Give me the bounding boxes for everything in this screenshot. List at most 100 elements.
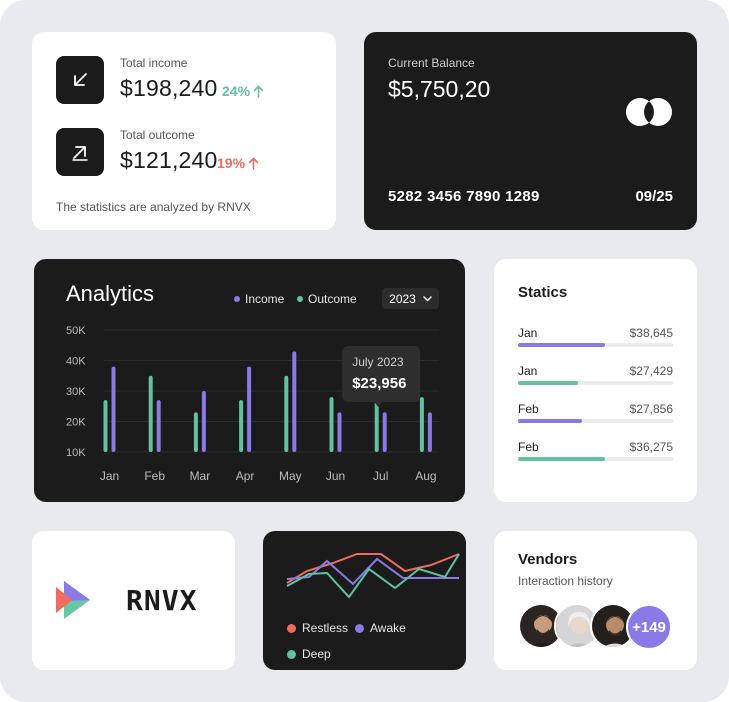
income-bar	[156, 400, 161, 452]
statics-progress-track	[518, 419, 673, 423]
tooltip-title: July 2023	[352, 355, 404, 369]
outcome-bar	[239, 400, 244, 452]
restless-dot-icon	[287, 623, 296, 633]
legend-income: Income	[234, 292, 284, 306]
legend-restless-label: Restless	[302, 621, 349, 635]
statics-month: Jan	[518, 364, 538, 378]
income-summary-card: Total income $198,240 24% Total outcome …	[32, 32, 336, 230]
income-bar	[111, 366, 116, 452]
analytics-title: Analytics	[66, 281, 155, 306]
statics-progress-fill	[518, 381, 579, 385]
total-outcome-amount: $121,240	[120, 147, 218, 173]
outcome-bar	[374, 400, 379, 452]
tooltip-pointer	[374, 402, 383, 407]
statics-card: Statics Jan $38,645 Jan $27,429 Feb $27,…	[494, 259, 697, 502]
legend-outcome-label: Outcome	[308, 292, 357, 306]
arrow-up-right-icon	[56, 128, 104, 176]
statics-progress-fill	[518, 419, 582, 423]
sleep-line-chart	[286, 553, 460, 599]
income-dot-icon	[234, 296, 240, 302]
arrow-up-icon	[248, 157, 259, 170]
statics-month: Jan	[518, 326, 538, 340]
income-bar	[382, 412, 387, 452]
statics-value: $27,429	[629, 364, 673, 378]
vendors-title: Vendors	[518, 551, 578, 568]
tooltip-box	[342, 346, 421, 402]
statics-progress-track	[518, 457, 673, 461]
arrow-up-icon	[253, 85, 264, 98]
restless-line	[286, 553, 460, 584]
y-tick-label: 10K	[66, 447, 86, 459]
sleep-lines-card: Restless Awake Deep	[263, 531, 466, 670]
x-tick-label: Jan	[100, 469, 119, 483]
y-tick-label: 20K	[66, 417, 86, 429]
statics-month: Feb	[518, 440, 539, 454]
year-dropdown-value: 2023	[389, 291, 416, 306]
legend-outcome: Outcome	[297, 292, 357, 306]
x-tick-label: Apr	[236, 469, 255, 483]
statics-progress-track	[518, 343, 673, 347]
income-bar	[337, 412, 342, 452]
arrow-down-left-icon	[56, 56, 104, 104]
balance-card[interactable]: Current Balance $5,750,20 5282 3456 7890…	[364, 32, 697, 230]
statics-progress-fill	[518, 457, 605, 461]
card-brand-circles-icon	[626, 98, 672, 126]
more-vendors-badge[interactable]: +149	[626, 604, 672, 650]
income-bar	[247, 366, 252, 452]
legend-awake: Awake	[355, 621, 406, 635]
income-bar	[427, 412, 432, 452]
total-income-amount: $198,240	[120, 75, 218, 101]
card-expiry: 09/25	[635, 188, 673, 205]
statistics-note: The statistics are analyzed by RNVX	[56, 200, 251, 214]
y-tick-label: 30K	[66, 386, 86, 398]
statics-value: $38,645	[629, 326, 673, 340]
outcome-change-value: 19%	[217, 155, 246, 171]
total-outcome-label: Total outcome	[120, 128, 195, 142]
chevron-down-icon	[423, 295, 432, 302]
statics-progress-fill	[518, 343, 605, 347]
income-bar	[201, 391, 206, 452]
legend-awake-label: Awake	[370, 621, 406, 635]
deep-line	[286, 553, 460, 599]
x-tick-label: Aug	[415, 469, 436, 483]
tooltip-value: $23,956	[352, 375, 406, 392]
brand-logo-card: RNVX	[32, 531, 235, 670]
analytics-bar-chart: 50K 40K 30K 20K 10K Jan Feb Mar Apr May Jun Jul Aug J…	[66, 325, 439, 483]
balance-amount: $5,750,20	[388, 76, 491, 102]
legend-deep-label: Deep	[302, 647, 331, 661]
play-triangles-logo-icon	[56, 581, 90, 619]
statics-value: $36,275	[629, 440, 673, 454]
x-tick-label: Jul	[373, 469, 388, 483]
deep-dot-icon	[287, 649, 296, 659]
outcome-bar	[148, 375, 153, 452]
outcome-bar	[193, 412, 198, 452]
vendors-card: Vendors Interaction history +149	[494, 531, 697, 670]
awake-dot-icon	[355, 623, 364, 633]
income-change-value: 24%	[222, 83, 251, 99]
outcome-bar	[284, 375, 289, 452]
card-number: 5282 3456 7890 1289	[388, 188, 540, 205]
income-change-badge: 24%	[222, 83, 264, 99]
outcome-dot-icon	[297, 296, 303, 302]
y-tick-label: 40K	[66, 356, 86, 368]
legend-income-label: Income	[245, 292, 285, 306]
income-bar	[292, 351, 297, 452]
statics-progress-track	[518, 381, 673, 385]
x-tick-label: Mar	[190, 469, 211, 483]
x-tick-label: May	[279, 469, 302, 483]
outcome-change-badge: 19%	[217, 155, 259, 171]
y-tick-label: 50K	[66, 325, 86, 337]
outcome-bar	[329, 397, 334, 452]
vendors-subtitle: Interaction history	[518, 574, 613, 588]
total-income-label: Total income	[120, 56, 188, 70]
x-tick-label: Jun	[326, 469, 345, 483]
outcome-bar	[419, 397, 424, 452]
balance-label: Current Balance	[388, 56, 475, 70]
statics-month: Feb	[518, 402, 539, 416]
year-dropdown[interactable]: 2023	[382, 288, 439, 309]
statics-title: Statics	[518, 284, 568, 301]
legend-restless: Restless	[287, 621, 348, 635]
legend-deep: Deep	[287, 647, 331, 661]
x-tick-label: Feb	[144, 469, 165, 483]
